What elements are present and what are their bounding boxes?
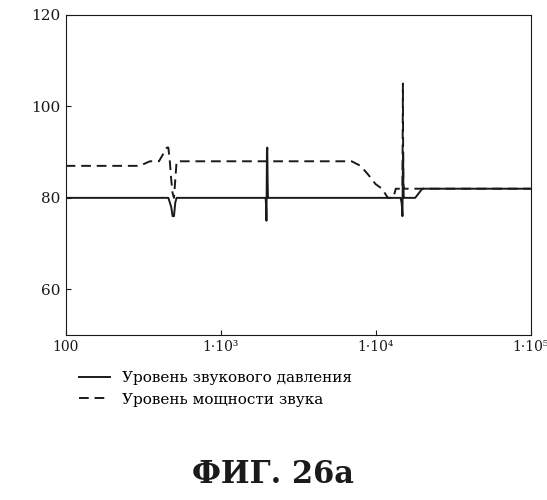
Legend: Уровень звукового давления, Уровень мощности звука: Уровень звукового давления, Уровень мощн… — [73, 365, 358, 413]
Уровень мощности звука — [379, 186, 385, 192]
Уровень звукового давления — [408, 195, 415, 201]
Уровень мощности звука — [265, 158, 271, 164]
Line: Уровень звукового давления: Уровень звукового давления — [66, 148, 531, 220]
Уровень звукового давления — [325, 195, 332, 201]
Уровень мощности звука — [62, 163, 69, 169]
Уровень звукового давления — [62, 195, 69, 201]
Уровень звукового давления — [385, 195, 391, 201]
Уровень мощности звука — [279, 158, 286, 164]
Уровень звукового давления — [263, 195, 269, 201]
Уровень мощности звука — [385, 195, 391, 201]
Уровень звукового давления — [264, 144, 271, 150]
Уровень мощности звука — [527, 186, 534, 192]
Уровень мощности звука — [166, 158, 173, 164]
Уровень звукового давления — [527, 186, 534, 192]
Уровень звукового давления — [165, 195, 172, 201]
Уровень мощности звука — [400, 80, 406, 86]
Line: Уровень мощности звука: Уровень мощности звука — [66, 84, 531, 198]
Уровень мощности звука — [338, 158, 345, 164]
Уровень звукового давления — [263, 218, 270, 224]
Text: ФИГ. 26а: ФИГ. 26а — [193, 459, 354, 490]
Уровень мощности звука — [171, 195, 177, 201]
Уровень звукового давления — [183, 195, 189, 201]
